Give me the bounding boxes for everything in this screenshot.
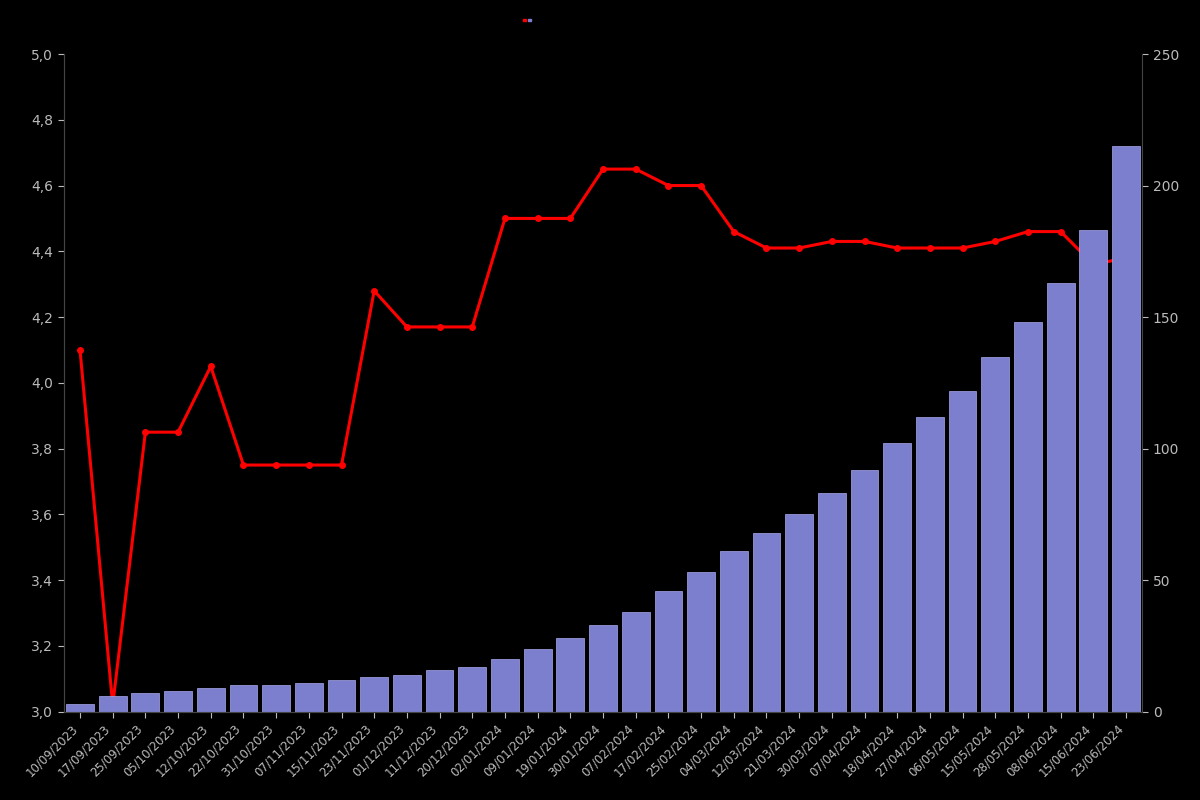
Bar — [132, 694, 160, 712]
Bar — [916, 417, 943, 712]
Bar — [589, 625, 617, 712]
Bar — [491, 659, 518, 712]
Bar — [523, 649, 552, 712]
Bar — [66, 704, 94, 712]
Bar — [949, 390, 977, 712]
Bar — [982, 357, 1009, 712]
Bar — [295, 682, 323, 712]
Bar — [883, 443, 911, 712]
Bar — [818, 494, 846, 712]
Legend: , : , — [523, 18, 533, 21]
Bar — [263, 686, 290, 712]
Bar — [1046, 283, 1074, 712]
Bar — [622, 612, 649, 712]
Bar — [164, 690, 192, 712]
Bar — [360, 678, 388, 712]
Bar — [557, 638, 584, 712]
Bar — [98, 696, 126, 712]
Bar — [688, 572, 715, 712]
Bar — [328, 680, 355, 712]
Bar — [654, 590, 683, 712]
Bar — [458, 667, 486, 712]
Bar — [851, 470, 878, 712]
Bar — [229, 686, 257, 712]
Bar — [1112, 146, 1140, 712]
Bar — [720, 551, 748, 712]
Bar — [1014, 322, 1042, 712]
Bar — [752, 533, 780, 712]
Bar — [785, 514, 814, 712]
Bar — [197, 688, 224, 712]
Bar — [426, 670, 454, 712]
Bar — [1080, 230, 1108, 712]
Bar — [392, 675, 421, 712]
